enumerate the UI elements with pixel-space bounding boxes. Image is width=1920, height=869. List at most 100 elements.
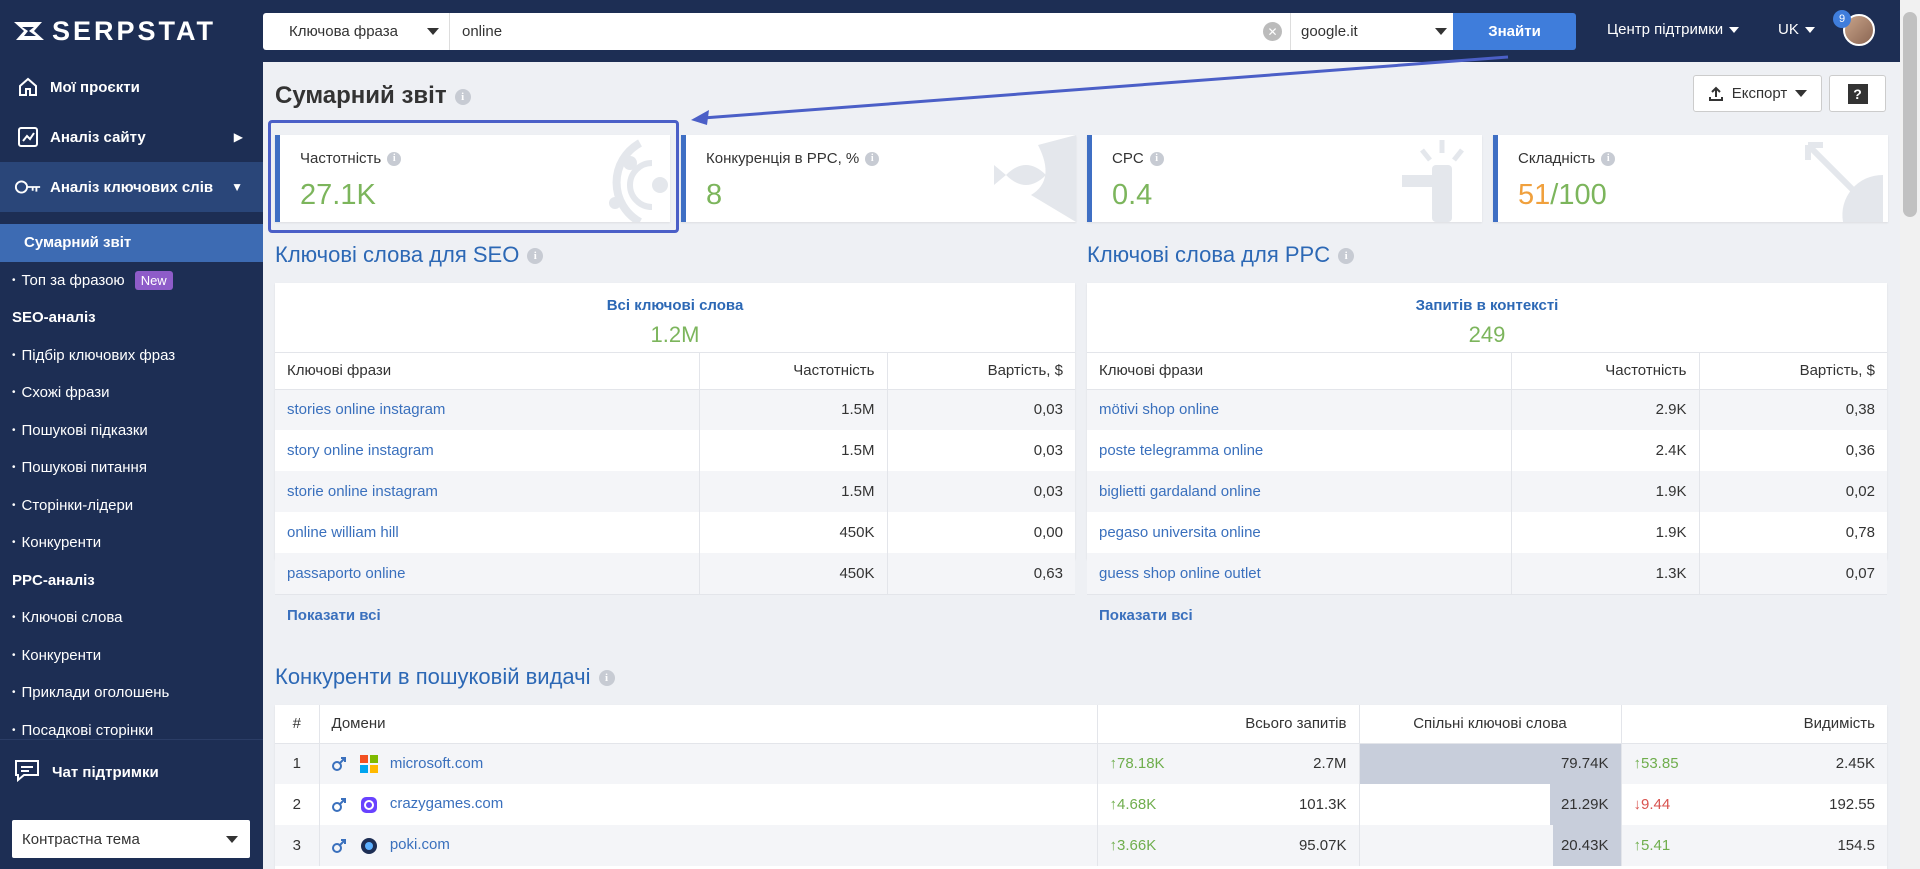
- support-label: Центр підтримки: [1607, 21, 1724, 38]
- frequency-cell: 1.3K: [1510, 553, 1699, 594]
- sub-item-label: Приклади оголошень: [21, 684, 170, 702]
- export-button[interactable]: Експорт: [1693, 75, 1822, 112]
- seo-show-all-link[interactable]: Показати всі: [275, 594, 1075, 636]
- frequency-cell: 1.9K: [1510, 471, 1699, 512]
- ppc-show-all-link[interactable]: Показати всі: [1087, 594, 1887, 636]
- keyword-link[interactable]: pegaso universita online: [1099, 524, 1261, 541]
- domain-link[interactable]: microsoft.com: [389, 754, 484, 772]
- col-header-frequency[interactable]: Частотність: [1510, 353, 1699, 390]
- context-queries-link[interactable]: Запитів в контексті: [1415, 297, 1559, 314]
- info-icon[interactable]: i: [387, 152, 402, 167]
- cost-cell: 0,03: [886, 389, 1075, 430]
- sub-item-ppc-competitors[interactable]: • Конкуренти: [0, 637, 263, 675]
- col-header-phrase[interactable]: Ключові фрази: [275, 353, 699, 390]
- bullet: •: [12, 724, 16, 736]
- metric-card-frequency: Частотність i 27.1K: [275, 135, 670, 222]
- support-chat-button[interactable]: Чат підтримки: [0, 740, 263, 786]
- common-keywords-cell: 21.29K: [1358, 784, 1621, 825]
- keyword-link[interactable]: mötivi shop online: [1087, 389, 1511, 430]
- find-button[interactable]: Знайти: [1453, 13, 1576, 50]
- help-button[interactable]: ?: [1829, 75, 1886, 112]
- language-select[interactable]: UK: [1778, 21, 1815, 38]
- nav-site-analysis[interactable]: Аналіз сайту ▶: [0, 112, 263, 162]
- search-input[interactable]: [450, 13, 1290, 50]
- search-engine-select[interactable]: google.it: [1290, 13, 1453, 50]
- keyword-link[interactable]: stories online instagram: [275, 389, 699, 430]
- col-header-phrase[interactable]: Ключові фрази: [1087, 353, 1511, 390]
- domain-link[interactable]: crazygames.com: [389, 795, 504, 813]
- question-icon: ?: [1847, 83, 1868, 104]
- notifications-badge[interactable]: 9: [1833, 10, 1851, 28]
- sub-item-top-by-phrase[interactable]: • Топ за фразою New: [0, 262, 263, 300]
- home-icon: [14, 75, 42, 99]
- nav-keyword-analysis[interactable]: Аналіз ключових слів ▼: [0, 162, 263, 212]
- info-icon[interactable]: i: [1338, 248, 1355, 265]
- info-icon[interactable]: i: [1149, 152, 1164, 167]
- chevron-down-icon: ▼: [231, 180, 243, 194]
- sidebar: SERPSTAT Мої проєкти Аналіз сайту ▶ Анал…: [0, 0, 263, 869]
- col-header-frequency[interactable]: Частотність: [698, 353, 887, 390]
- chevron-down-icon: [1435, 28, 1447, 35]
- clear-search-icon[interactable]: ✕: [1263, 22, 1282, 41]
- sub-item-landing-pages[interactable]: • Посадкові сторінки: [0, 712, 263, 750]
- keyword-link[interactable]: poste telegramma online: [1099, 442, 1264, 459]
- external-link-icon[interactable]: [331, 756, 346, 771]
- all-keywords-link[interactable]: Всі ключові слова: [606, 297, 744, 314]
- bullet: •: [12, 612, 16, 624]
- keyword-link[interactable]: storie online instagram: [275, 471, 699, 512]
- info-icon[interactable]: i: [865, 152, 880, 167]
- external-link-icon[interactable]: [331, 797, 346, 812]
- sub-item-label: Сторінки-лідери: [21, 496, 134, 514]
- bullet: •: [12, 499, 16, 511]
- info-icon[interactable]: i: [598, 670, 615, 687]
- col-header-visibility[interactable]: Видимість: [1620, 705, 1887, 744]
- theme-select[interactable]: Контрастна тема: [12, 820, 250, 858]
- col-header-common-keywords[interactable]: Спільні ключові слова: [1358, 705, 1621, 744]
- info-icon[interactable]: i: [527, 248, 544, 265]
- col-header-total-queries[interactable]: Всього запитів: [1096, 705, 1359, 744]
- page-scrollbar[interactable]: [1900, 0, 1920, 869]
- external-link-icon[interactable]: [331, 838, 346, 853]
- sub-item-keyword-selection[interactable]: • Підбір ключових фраз: [0, 337, 263, 375]
- logo[interactable]: SERPSTAT: [0, 0, 263, 62]
- frequency-cell: 450K: [698, 512, 887, 553]
- total-delta-value: 4.68K: [1117, 796, 1157, 813]
- keyword-link[interactable]: biglietti gardaland online: [1087, 471, 1511, 512]
- metric-label: Частотність i: [300, 150, 402, 167]
- table-row: 2 crazygames.com ↑4.68K 101.3K 21.29K ↓9.…: [275, 784, 1887, 825]
- visibility-cell: ↑5.41 154.5: [1620, 825, 1887, 866]
- search-type-select[interactable]: Ключова фраза: [263, 13, 450, 50]
- sub-item-search-questions[interactable]: • Пошукові питання: [0, 449, 263, 487]
- sub-item-ppc-keywords[interactable]: • Ключові слова: [0, 599, 263, 637]
- col-header-cost[interactable]: Вартість, $: [1698, 353, 1887, 390]
- table-row: guess shop online outlet 1.3K 0,07: [1087, 553, 1887, 594]
- sub-item-similar-phrases[interactable]: • Схожі фрази: [0, 374, 263, 412]
- total-queries-cell: ↑4.68K 101.3K: [1096, 784, 1359, 825]
- info-icon[interactable]: i: [454, 88, 471, 105]
- sub-item-summary-report[interactable]: Сумарний звіт: [0, 224, 263, 262]
- support-center-menu[interactable]: Центр підтримки: [1607, 21, 1740, 38]
- visibility-cell: ↓9.44 192.55: [1620, 784, 1887, 825]
- common-share-bar: [1359, 743, 1621, 784]
- keyword-link[interactable]: online william hill: [287, 524, 399, 541]
- keyword-link[interactable]: guess shop online outlet: [1087, 553, 1511, 594]
- scrollbar-thumb[interactable]: [1903, 12, 1917, 217]
- sub-item-search-suggestions[interactable]: • Пошукові підказки: [0, 412, 263, 450]
- sub-item-ad-examples[interactable]: • Приклади оголошень: [0, 674, 263, 712]
- sub-item-label: Конкуренти: [21, 646, 102, 664]
- frequency-cell: 2.4K: [1510, 430, 1699, 471]
- sub-item-leader-pages[interactable]: • Сторінки-лідери: [0, 487, 263, 525]
- keyword-link[interactable]: story online instagram: [287, 442, 434, 459]
- table-row: story online instagram 1.5M 0,03: [275, 430, 1075, 471]
- domain-link[interactable]: poki.com: [389, 836, 450, 854]
- sub-item-seo-competitors[interactable]: • Конкуренти: [0, 524, 263, 562]
- total-delta-value: 3.66K: [1117, 837, 1157, 854]
- keyword-link[interactable]: passaporto online: [275, 553, 699, 594]
- info-icon[interactable]: i: [1601, 152, 1616, 167]
- col-header-domains[interactable]: Домени: [318, 705, 1097, 744]
- nav-label: Аналіз ключових слів: [50, 178, 214, 196]
- col-header-cost[interactable]: Вартість, $: [886, 353, 1075, 390]
- nav-my-projects[interactable]: Мої проєкти: [0, 62, 263, 112]
- section-title-text: Ключові слова для SEO: [275, 242, 520, 267]
- search-engine-value: google.it: [1301, 23, 1358, 40]
